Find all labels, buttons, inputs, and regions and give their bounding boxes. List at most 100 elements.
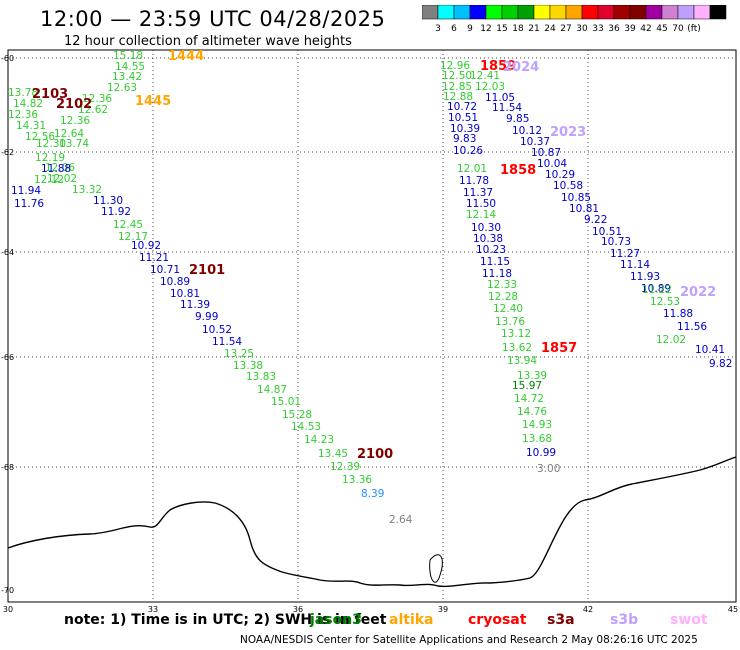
wave-height-value: 10.04 <box>537 158 567 170</box>
wave-height-value: 10.51 <box>448 112 478 124</box>
wave-height-value: 15.18 <box>113 50 143 62</box>
wave-height-value: 9.85 <box>506 113 529 125</box>
colorbar-tick-label: 30 <box>576 24 588 34</box>
wave-height-value: 13.94 <box>507 355 537 367</box>
wave-height-value: 13.78 <box>8 87 38 99</box>
wave-height-value: 13.74 <box>59 138 89 150</box>
wave-height-value: 14.31 <box>16 120 46 132</box>
wave-height-value: 8.39 <box>361 488 384 500</box>
satellite-legend-altika: altika <box>389 612 434 628</box>
wave-height-value: 10.29 <box>545 169 575 181</box>
wave-height-value: 10.12 <box>512 125 542 137</box>
wave-height-value: 12.53 <box>650 296 680 308</box>
wave-height-value: 11.18 <box>482 268 512 280</box>
wave-height-value: 12.36 <box>8 109 38 121</box>
colorbar-tick-label: 70 <box>672 24 684 34</box>
satellite-legend-s3a: s3a <box>547 612 575 628</box>
wave-height-value: 11.92 <box>101 206 131 218</box>
pass-time-label: 2101 <box>189 263 225 278</box>
satellite-legend-cryosat: cryosat <box>468 612 527 628</box>
wave-height-value: 12.50 <box>442 70 472 82</box>
colorbar-tick-label: 18 <box>512 24 524 34</box>
wave-height-value: 13.68 <box>522 433 552 445</box>
pass-time-label: 2022 <box>680 285 716 300</box>
pass-time-label: 2100 <box>357 447 393 462</box>
wave-height-value: 10.58 <box>553 180 583 192</box>
longitude-label: 30 <box>3 605 13 612</box>
wave-height-value: 13.38 <box>233 360 263 372</box>
latitude-label: -70 <box>1 586 14 595</box>
colorbar-tick-label: 21 <box>528 24 539 34</box>
wave-height-value: 14.55 <box>115 61 145 73</box>
wave-height-value: 11.56 <box>677 321 707 333</box>
wave-height-value: 13.62 <box>502 342 532 354</box>
wave-height-value: 10.87 <box>531 147 561 159</box>
wave-height-value: 11.39 <box>180 299 210 311</box>
satellite-legend-s3b: s3b <box>610 612 639 628</box>
wave-height-value: 13.32 <box>72 184 102 196</box>
wave-height-value: 14.23 <box>304 434 334 446</box>
wave-height-value: 10.26 <box>453 145 483 157</box>
wave-height-value: 10.23 <box>476 244 506 256</box>
wave-height-value: 10.30 <box>471 222 501 234</box>
colorbar-tick-label: 9 <box>467 24 473 34</box>
wave-height-value: 10.99 <box>526 447 556 459</box>
wave-height-value: 9.82 <box>709 358 732 370</box>
wave-height-value: 10.89 <box>160 276 190 288</box>
footer-note: note: 1) Time is in UTC; 2) SWH is in fe… <box>64 612 387 628</box>
wave-height-value: 12.88 <box>443 91 473 103</box>
wave-height-value: 12.85 <box>442 81 472 93</box>
wave-height-value: 10.38 <box>473 233 503 245</box>
wave-height-value: 10.39 <box>450 123 480 135</box>
pass-time-label: 1857 <box>541 341 577 356</box>
wave-height-value: 9.99 <box>195 311 218 323</box>
wave-height-value: 12.39 <box>330 461 360 473</box>
longitude-label: 33 <box>148 605 158 612</box>
wave-height-value: 13.25 <box>224 348 254 360</box>
altimeter-tracks: 15.1814.5513.4212.6312.3612.6212.3612.64… <box>8 49 732 526</box>
wave-height-value: 12.17 <box>118 231 148 243</box>
wave-height-value: 12.41 <box>470 70 500 82</box>
wave-height-value: 15.28 <box>282 409 312 421</box>
wave-height-value: 3.00 <box>537 463 560 475</box>
pass-time-label: 2103 <box>32 87 68 102</box>
wave-height-value: 10.37 <box>520 136 550 148</box>
colorbar-tick-label: 12 <box>480 24 491 34</box>
wave-height-value: 11.54 <box>212 336 242 348</box>
map-grid: -60 -62 -64 -66 -68 -70 30 33 36 39 42 45 <box>1 50 738 612</box>
pass-time-label: 2024 <box>503 60 539 75</box>
wave-height-value: 14.72 <box>514 393 544 405</box>
longitude-label: 36 <box>293 605 303 612</box>
wave-height-value: 14.82 <box>13 98 43 110</box>
wave-height-value: 13.36 <box>342 474 372 486</box>
wave-height-value: 15.01 <box>271 396 301 408</box>
longitude-label: 42 <box>583 605 593 612</box>
wave-height-value: 12.64 <box>54 128 84 140</box>
wave-height-value: 12.33 <box>487 279 517 291</box>
page-title: 12:00 — 23:59 UTC 04/28/2025 <box>40 7 386 31</box>
wave-height-value: 11.05 <box>485 92 515 104</box>
wave-height-value: 11.30 <box>93 195 123 207</box>
wave-height-value: 13.42 <box>112 71 142 83</box>
latitude-label: -66 <box>1 353 14 362</box>
wave-height-value: 13.76 <box>495 316 525 328</box>
wave-height-value: 10.85 <box>561 192 591 204</box>
wave-height-value: 10.71 <box>150 264 180 276</box>
wave-height-value: 12.36 <box>60 115 90 127</box>
wave-height-value: 14.76 <box>517 406 547 418</box>
latitude-label: -64 <box>1 248 14 257</box>
wave-height-value: 11.76 <box>14 198 44 210</box>
coastline-inlet <box>429 554 443 583</box>
wave-height-value: 10.52 <box>202 324 232 336</box>
colorbar-tick-label: 39 <box>624 24 636 34</box>
pass-time-label: 2102 <box>56 97 92 112</box>
wave-height-value: 11.21 <box>139 252 169 264</box>
satellite-legend-jason3: jason3 <box>310 612 362 628</box>
wave-height-value: 15.97 <box>512 380 542 392</box>
wave-height-value: 10.51 <box>592 226 622 238</box>
wave-height-value: 11.88 <box>663 308 693 320</box>
wave-height-value: 13.83 <box>246 371 276 383</box>
wave-height-value: 10.41 <box>695 344 725 356</box>
satellite-legend-swot: swot <box>670 612 708 628</box>
